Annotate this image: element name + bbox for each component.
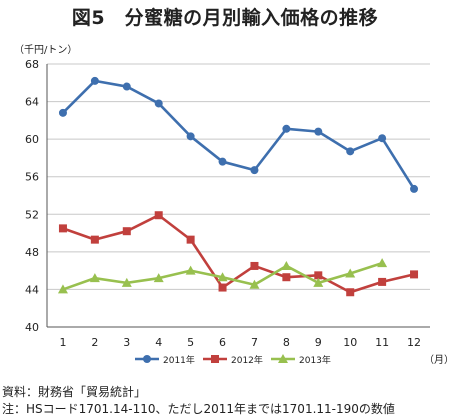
data-point xyxy=(217,272,228,282)
y-tick-label: 64 xyxy=(25,96,39,109)
data-point xyxy=(153,273,164,283)
legend-label: 2013年 xyxy=(299,354,331,366)
y-tick-label: 40 xyxy=(25,321,39,334)
x-tick-label: 7 xyxy=(251,336,258,349)
data-point xyxy=(282,124,291,133)
data-point xyxy=(314,127,323,136)
data-point xyxy=(121,277,132,287)
data-point xyxy=(250,261,259,270)
data-point xyxy=(58,108,67,117)
y-tick-label: 60 xyxy=(25,133,39,146)
x-tick-label: 9 xyxy=(315,336,322,349)
x-axis-unit-label: （月） xyxy=(424,355,450,366)
x-tick-label: 5 xyxy=(187,336,194,349)
x-tick-label: 2 xyxy=(91,336,98,349)
notes: 資料：財務省「貿易統計」 注：HSコード1701.14-110、ただし2011年… xyxy=(2,384,395,418)
series-group xyxy=(57,76,419,297)
data-point xyxy=(249,279,260,289)
source-note: 資料：財務省「貿易統計」 xyxy=(2,385,147,399)
data-point xyxy=(89,273,100,283)
chart-title: 図5 分蜜糖の月別輸入価格の推移 xyxy=(71,7,379,29)
x-tick-label: 3 xyxy=(123,336,130,349)
legend-marker xyxy=(143,355,151,363)
legend-marker xyxy=(278,354,288,363)
data-point xyxy=(281,260,292,270)
data-point xyxy=(313,277,324,287)
series-line xyxy=(62,213,415,294)
data-point xyxy=(410,270,419,279)
data-point xyxy=(378,277,387,286)
data-point xyxy=(90,76,99,85)
data-point xyxy=(314,271,323,280)
data-point xyxy=(218,157,227,166)
legend: 2011年 2012年 2013年 xyxy=(135,354,331,366)
y-tick-label: 44 xyxy=(25,283,39,296)
x-tick-label: 1 xyxy=(59,336,66,349)
y-tick-label: 48 xyxy=(25,246,39,259)
x-tick-label: 11 xyxy=(375,336,389,349)
x-tick-label: 4 xyxy=(155,336,162,349)
legend-label: 2012年 xyxy=(231,354,263,366)
data-point xyxy=(122,227,131,236)
legend-marker xyxy=(211,355,219,363)
legend-item: 2013年 xyxy=(271,354,331,366)
y-axis-unit-label: （千円/トン） xyxy=(14,45,78,56)
data-point xyxy=(122,82,131,91)
data-point xyxy=(410,184,419,193)
data-point xyxy=(345,268,356,278)
data-point xyxy=(377,258,388,268)
data-point xyxy=(58,224,67,233)
legend-label: 2011年 xyxy=(163,354,195,366)
series-2 xyxy=(58,211,419,297)
data-point xyxy=(346,288,355,297)
data-point xyxy=(346,147,355,156)
data-point xyxy=(154,211,163,220)
x-tick-label: 8 xyxy=(283,336,290,349)
data-point xyxy=(186,235,195,244)
y-tick-label: 56 xyxy=(25,171,39,184)
x-axis-ticks: 1 2 3 4 5 6 7 8 9 10 11 12 xyxy=(59,336,421,349)
series-1 xyxy=(58,76,419,193)
footnote: 注：HSコード1701.14-110、ただし2011年までは1701.11-19… xyxy=(2,402,395,416)
series-3 xyxy=(57,258,388,294)
legend-item: 2011年 xyxy=(135,354,195,366)
y-axis-ticks: 40 44 48 52 56 60 64 68 xyxy=(25,58,39,334)
data-point xyxy=(378,134,387,143)
data-point xyxy=(250,166,259,175)
data-point xyxy=(185,265,196,275)
data-point xyxy=(57,284,68,294)
legend-item: 2012年 xyxy=(203,354,263,366)
y-tick-label: 68 xyxy=(25,58,39,71)
x-tick-label: 6 xyxy=(219,336,226,349)
data-point xyxy=(90,235,99,244)
y-tick-label: 52 xyxy=(25,208,39,221)
x-tick-label: 12 xyxy=(407,336,421,349)
data-point xyxy=(218,283,227,292)
data-point xyxy=(186,132,195,141)
data-point xyxy=(282,273,291,282)
x-tick-label: 10 xyxy=(343,336,357,349)
grid-lines xyxy=(46,63,430,328)
series-line xyxy=(62,79,416,190)
data-point xyxy=(154,99,163,108)
